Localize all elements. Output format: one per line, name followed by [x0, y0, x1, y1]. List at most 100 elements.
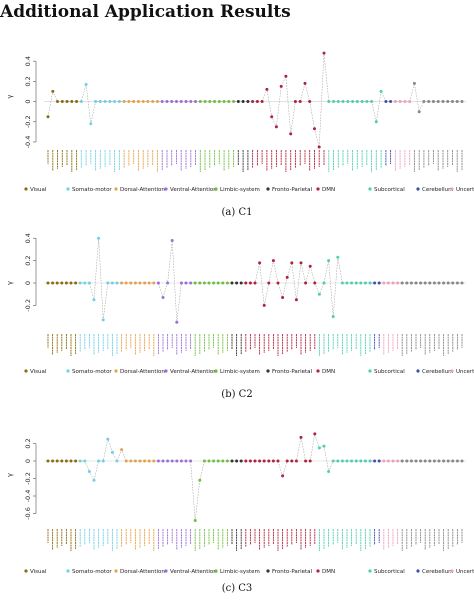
- data-point: [281, 296, 285, 299]
- data-point: [427, 100, 431, 103]
- y-tick-label: 0: [24, 459, 32, 463]
- data-point: [341, 100, 345, 103]
- data-point: [377, 281, 381, 285]
- data-point: [227, 100, 231, 103]
- data-point: [51, 281, 55, 285]
- data-point: [212, 281, 216, 285]
- data-point: [253, 459, 257, 463]
- data-point: [317, 446, 321, 450]
- legend-marker: [214, 569, 218, 573]
- legend-marker: [114, 369, 118, 373]
- y-tick-label: -0.2: [24, 472, 32, 485]
- data-point: [451, 459, 455, 463]
- data-point: [285, 459, 289, 463]
- data-point: [138, 459, 142, 463]
- data-point: [422, 100, 426, 103]
- chart-c1: -0.4 -0.2 0 0.2 0.4 γ Visual Somato-motor Dorsal…: [6, 51, 474, 218]
- data-point: [189, 281, 193, 285]
- data-point: [239, 459, 243, 463]
- data-point: [265, 87, 269, 91]
- legend-marker: [450, 369, 454, 373]
- data-point: [398, 100, 402, 103]
- data-point: [308, 100, 312, 103]
- data-point: [313, 127, 316, 131]
- legend-marker: [316, 569, 320, 573]
- data-point: [408, 100, 412, 103]
- y-tick-label: -0.2: [24, 299, 32, 312]
- data-point: [248, 281, 252, 285]
- legend-label: Visual: [30, 369, 47, 375]
- data-point: [64, 459, 68, 463]
- data-point: [279, 84, 283, 88]
- data-point: [360, 100, 364, 103]
- data-point: [120, 281, 124, 285]
- data-point: [120, 448, 124, 452]
- legend-marker: [450, 569, 454, 573]
- legend-label: Visual: [30, 569, 47, 575]
- series-line: [47, 53, 462, 148]
- data-point: [432, 459, 436, 463]
- legend-marker: [164, 569, 168, 573]
- data-point: [46, 115, 50, 119]
- data-point: [412, 81, 416, 85]
- data-point: [423, 459, 427, 463]
- data-point: [446, 281, 450, 285]
- data-point: [156, 459, 160, 463]
- data-point: [198, 100, 202, 103]
- data-point: [400, 281, 404, 285]
- data-point: [336, 255, 340, 259]
- legend-label: Dorsal-Attention: [120, 369, 165, 375]
- data-point: [152, 281, 156, 285]
- data-point: [331, 315, 335, 319]
- data-point: [270, 115, 274, 119]
- y-tick-label: -0.4: [24, 136, 32, 149]
- data-point: [293, 100, 297, 103]
- data-point: [405, 459, 409, 463]
- legend-label: DMN: [322, 569, 335, 575]
- chart-caption: (c) C3: [222, 583, 253, 594]
- data-point: [207, 281, 211, 285]
- data-point: [414, 459, 418, 463]
- data-point: [216, 459, 220, 463]
- data-point: [75, 100, 79, 103]
- data-point: [299, 261, 303, 265]
- data-point: [262, 303, 266, 307]
- data-point: [232, 100, 236, 103]
- data-point: [368, 281, 372, 285]
- y-tick-label: 0: [24, 281, 32, 285]
- data-point: [460, 459, 464, 463]
- data-point: [428, 281, 432, 285]
- data-point: [359, 459, 363, 463]
- data-point: [363, 281, 367, 285]
- data-point: [374, 120, 378, 124]
- data-point: [87, 470, 91, 473]
- data-point: [368, 459, 372, 463]
- data-point: [409, 459, 413, 463]
- data-point: [79, 100, 83, 103]
- data-point: [308, 264, 312, 268]
- data-point: [271, 459, 275, 463]
- data-point: [304, 281, 308, 285]
- data-point: [217, 100, 221, 103]
- legend-label: Uncertain: [456, 569, 474, 575]
- data-point: [207, 459, 211, 463]
- legend-label: DMN: [322, 369, 335, 375]
- data-point: [239, 281, 243, 285]
- data-point: [276, 281, 280, 285]
- data-point: [327, 470, 331, 473]
- data-point: [113, 100, 117, 103]
- y-tick-label: 0: [24, 99, 32, 103]
- y-tick-label: 0.2: [24, 438, 32, 448]
- data-point: [355, 100, 359, 103]
- chart-c2: -0.2 0 0.2 0.4 γ Visual Somato-motor Dorsal-Att…: [6, 233, 474, 400]
- data-point: [202, 281, 206, 285]
- data-point: [437, 281, 441, 285]
- page-title: Additional Application Results: [0, 2, 291, 22]
- data-point: [133, 281, 137, 285]
- data-point: [262, 459, 266, 463]
- data-point: [101, 459, 105, 463]
- data-point: [290, 261, 294, 265]
- data-point: [419, 459, 423, 463]
- data-point: [351, 100, 355, 103]
- data-point: [332, 100, 335, 103]
